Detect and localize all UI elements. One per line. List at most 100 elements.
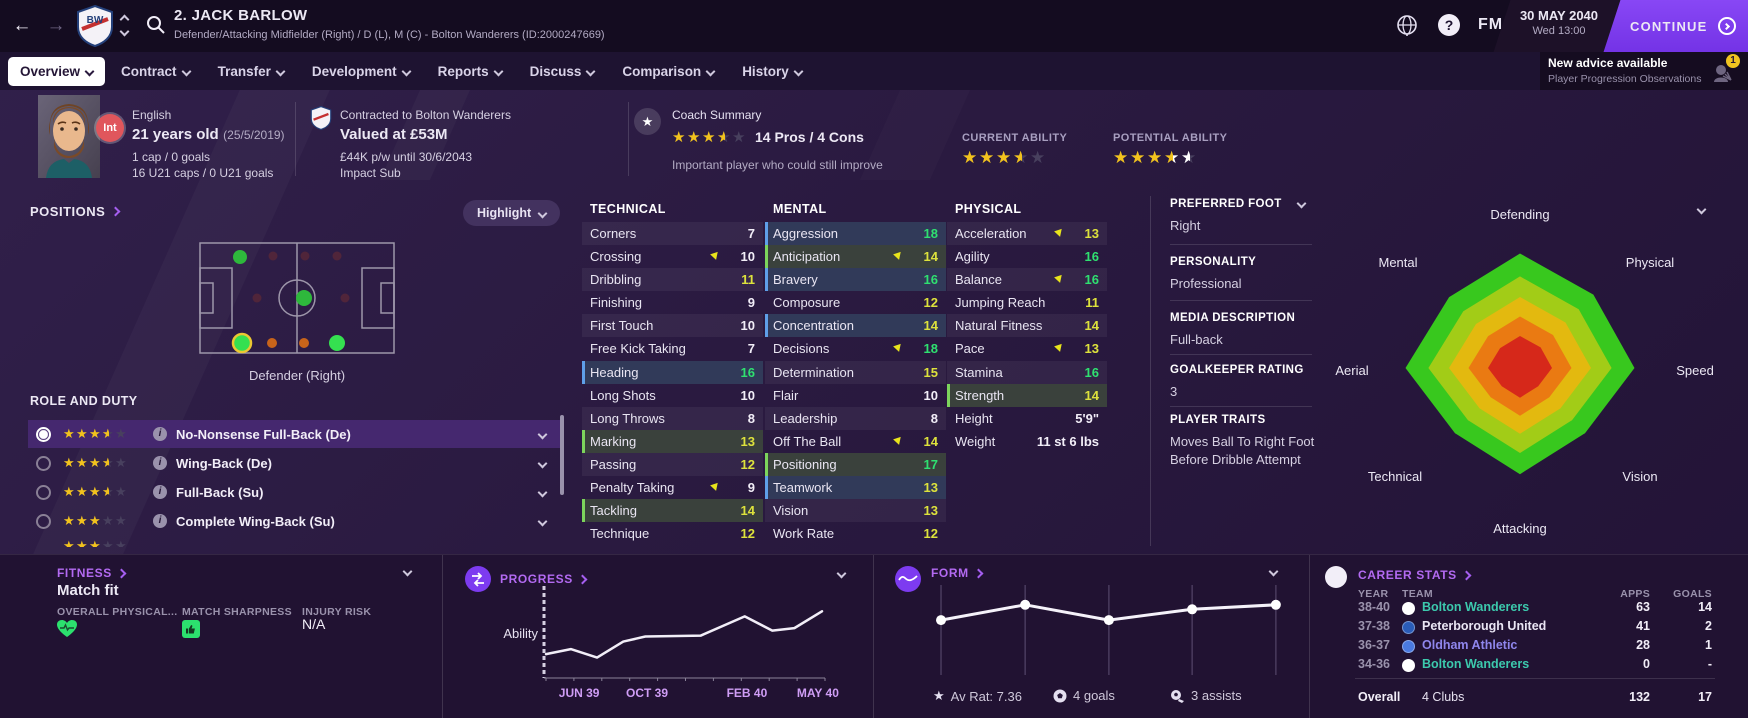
- role-row-wing-back[interactable]: ★ ★ ★ ★ ★ ★ ★ ★ ★ i Wing-Back (De): [28, 449, 560, 477]
- career-team-link[interactable]: Bolton Wanderers: [1422, 657, 1530, 671]
- attribute-row-technique[interactable]: Technique 12: [582, 522, 763, 545]
- attribute-label: Long Throws: [590, 410, 665, 426]
- attribute-row-free-kick-taking[interactable]: Free Kick Taking 7: [582, 337, 763, 360]
- attribute-row-composure[interactable]: Composure 12: [765, 291, 946, 314]
- info-icon[interactable]: i: [153, 456, 167, 470]
- role-row-no-nonsense-full-back[interactable]: ★ ★ ★ ★ ★ ★ ★ ★ ★ i No-Nonsense Full-Back (De): [28, 420, 560, 448]
- career-team-link[interactable]: Bolton Wanderers: [1422, 600, 1530, 614]
- attribute-row-strength[interactable]: Strength 14: [947, 383, 1107, 407]
- career-team-link[interactable]: Oldham Athletic: [1422, 638, 1518, 652]
- chevron-down-icon[interactable]: [537, 458, 548, 468]
- attribute-radar-chart[interactable]: [1330, 200, 1748, 540]
- contracted-to[interactable]: Contracted to Bolton Wanderers: [340, 108, 511, 122]
- attribute-row-positioning[interactable]: Positioning 17: [765, 452, 946, 477]
- tab-contract[interactable]: Contract: [109, 57, 202, 86]
- continue-arrow-icon: [1717, 17, 1736, 35]
- position-pitch-map[interactable]: [197, 240, 397, 356]
- attribute-label: Aggression: [773, 226, 839, 241]
- chevron-down-icon: [537, 208, 548, 218]
- chevron-down-icon[interactable]: [537, 516, 548, 526]
- info-icon[interactable]: i: [153, 514, 167, 528]
- info-icon[interactable]: i: [153, 427, 167, 441]
- attribute-row-flair[interactable]: Flair 10: [765, 384, 946, 407]
- attribute-row-penalty-taking[interactable]: Penalty Taking 9: [582, 476, 763, 499]
- attribute-row-jumping-reach[interactable]: Jumping Reach 11: [947, 291, 1107, 314]
- club-up-chevron-icon[interactable]: [119, 14, 130, 25]
- career-goals: 2: [1705, 619, 1712, 633]
- positions-header[interactable]: POSITIONS: [30, 204, 121, 219]
- continue-button-label[interactable]: CONTINUE: [1630, 17, 1736, 35]
- attribute-row-heading[interactable]: Heading 16: [582, 360, 763, 384]
- attribute-row-weight[interactable]: Weight 11 st 6 lbs: [947, 430, 1107, 453]
- help-icon[interactable]: ?: [1438, 14, 1460, 36]
- tab-discuss[interactable]: Discuss: [518, 57, 607, 86]
- attribute-row-teamwork[interactable]: Teamwork 13: [765, 476, 946, 500]
- attribute-row-natural-fitness[interactable]: Natural Fitness 14: [947, 314, 1107, 338]
- goalkeeper-rating-value: 3: [1170, 384, 1178, 399]
- attribute-row-long-shots[interactable]: Long Shots 10: [582, 384, 763, 407]
- chevron-down-icon[interactable]: [537, 487, 548, 497]
- advice-notification[interactable]: New advice available Player Progression …: [1540, 52, 1748, 90]
- attribute-row-dribbling[interactable]: Dribbling 11: [582, 268, 763, 292]
- role-row-full-back[interactable]: ★ ★ ★ ★ ★ ★ ★ ★ ★ i Full-Back (Su): [28, 478, 560, 506]
- tab-overview[interactable]: Overview: [8, 56, 106, 86]
- preferred-foot-dropdown-icon[interactable]: [1296, 198, 1307, 209]
- attribute-value: 18: [923, 226, 938, 241]
- attribute-row-crossing[interactable]: Crossing 10: [582, 245, 763, 268]
- club-down-chevron-icon[interactable]: [119, 26, 130, 37]
- coach-summary-title[interactable]: Coach Summary: [672, 108, 762, 122]
- attribute-row-concentration[interactable]: Concentration 14: [765, 314, 946, 338]
- attribute-row-decisions[interactable]: Decisions 18: [765, 337, 946, 360]
- attribute-row-bravery[interactable]: Bravery 16: [765, 268, 946, 292]
- attribute-row-finishing[interactable]: Finishing 9: [582, 291, 763, 314]
- role-list-scrollbar[interactable]: [560, 415, 564, 495]
- attribute-row-anticipation[interactable]: Anticipation 14: [765, 245, 946, 269]
- radio-selected-icon[interactable]: [36, 426, 51, 442]
- role-row-complete-wing-back[interactable]: ★ ★ ★ ★ ★ ★ ★ ★ i Complete Wing-Back (Su): [28, 507, 560, 535]
- attribute-row-pace[interactable]: Pace 13: [947, 337, 1107, 360]
- progress-header[interactable]: PROGRESS: [500, 572, 588, 586]
- search-icon[interactable]: [146, 15, 166, 35]
- attribute-label: Penalty Taking: [590, 480, 675, 496]
- attribute-row-leadership[interactable]: Leadership 8: [765, 406, 946, 430]
- attribute-row-long-throws[interactable]: Long Throws 8: [582, 406, 763, 430]
- forward-arrow-button[interactable]: →: [46, 15, 66, 36]
- radio-icon[interactable]: [36, 484, 51, 500]
- attribute-row-off-the-ball[interactable]: Off The Ball 14: [765, 430, 946, 453]
- attribute-row-stamina[interactable]: Stamina 16: [947, 360, 1107, 384]
- tab-history[interactable]: History: [730, 57, 814, 86]
- tab-development[interactable]: Development: [300, 57, 422, 86]
- world-icon[interactable]: [1396, 14, 1418, 36]
- career-stats-header[interactable]: CAREER STATS: [1358, 568, 1472, 582]
- attribute-row-agility[interactable]: Agility 16: [947, 245, 1107, 268]
- player-avatar[interactable]: [38, 95, 100, 178]
- attribute-row-corners[interactable]: Corners 7: [582, 222, 763, 246]
- info-icon[interactable]: i: [153, 485, 167, 499]
- fitness-header[interactable]: FITNESS: [57, 566, 127, 580]
- attribute-row-work-rate[interactable]: Work Rate 12: [765, 522, 946, 545]
- career-team-link[interactable]: Peterborough United: [1422, 619, 1547, 633]
- attribute-row-acceleration[interactable]: Acceleration 13: [947, 222, 1107, 246]
- attribute-row-tackling[interactable]: Tackling 14: [582, 499, 763, 523]
- international-badge[interactable]: Int: [96, 114, 124, 142]
- pros-cons[interactable]: 14 Pros / 4 Cons: [755, 129, 864, 146]
- chevron-down-icon[interactable]: [537, 429, 548, 439]
- nationality[interactable]: English: [132, 108, 172, 122]
- attribute-row-balance[interactable]: Balance 16: [947, 268, 1107, 292]
- radio-icon[interactable]: [36, 513, 51, 529]
- attribute-row-height[interactable]: Height 5'9": [947, 407, 1107, 430]
- attribute-row-vision[interactable]: Vision 13: [765, 499, 946, 523]
- tab-reports[interactable]: Reports: [426, 57, 514, 86]
- attribute-row-marking[interactable]: Marking 13: [582, 429, 763, 453]
- form-header[interactable]: FORM: [931, 566, 984, 580]
- radio-icon[interactable]: [36, 455, 51, 471]
- back-arrow-button[interactable]: ←: [12, 15, 32, 36]
- attribute-row-determination[interactable]: Determination 15: [765, 360, 946, 384]
- club-badge-icon[interactable]: BW: [76, 5, 114, 47]
- attribute-row-aggression[interactable]: Aggression 18: [765, 222, 946, 246]
- highlight-dropdown[interactable]: Highlight: [463, 200, 561, 226]
- attribute-row-passing[interactable]: Passing 12: [582, 452, 763, 477]
- tab-transfer[interactable]: Transfer: [206, 57, 296, 86]
- attribute-row-first-touch[interactable]: First Touch 10: [582, 314, 763, 338]
- tab-comparison[interactable]: Comparison: [610, 57, 726, 86]
